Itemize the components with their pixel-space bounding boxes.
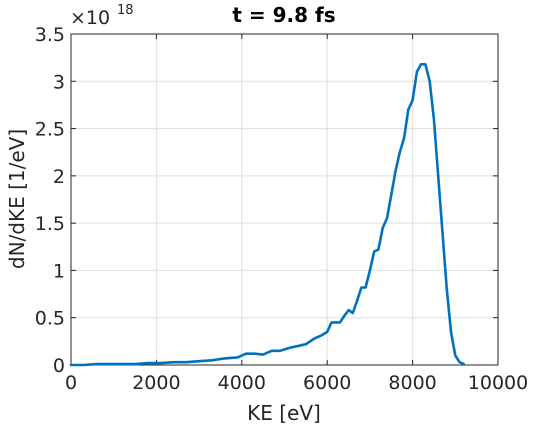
y-tick-label: 1.5	[35, 213, 65, 235]
x-tick-label: 4000	[218, 372, 266, 394]
y-tick-label: 3.5	[35, 24, 65, 46]
y-tick-label: 0.5	[35, 308, 65, 330]
x-tick-label: 2000	[132, 372, 180, 394]
series-line	[69, 63, 466, 367]
x-tick-label: 0	[65, 372, 77, 394]
grid	[70, 33, 499, 366]
y-tick-label: 1	[53, 260, 65, 282]
y-tick-label: 2	[53, 166, 65, 188]
y-tick-label: 2.5	[35, 119, 65, 141]
tick-labels: 0 2000 4000 6000 8000 10000 0 0.5 1 1.5 2 2.5 3 3.5	[35, 24, 528, 394]
x-tick-label: 10000	[468, 372, 528, 394]
plot-box	[70, 33, 499, 366]
y-tick-label: 0	[53, 355, 65, 377]
x-tick-label: 6000	[303, 372, 351, 394]
y-axis-label: dN/dKE [1/eV]	[5, 129, 29, 269]
chart-title: t = 9.8 fs	[232, 3, 335, 27]
y-multiplier-exponent: 18	[117, 3, 134, 18]
series	[69, 63, 466, 367]
y-tick-label: 3	[53, 71, 65, 93]
axes	[70, 33, 499, 366]
x-axis-label: KE [eV]	[247, 401, 321, 425]
x-tick-label: 8000	[388, 372, 436, 394]
y-multiplier-base: ×10	[70, 7, 110, 29]
